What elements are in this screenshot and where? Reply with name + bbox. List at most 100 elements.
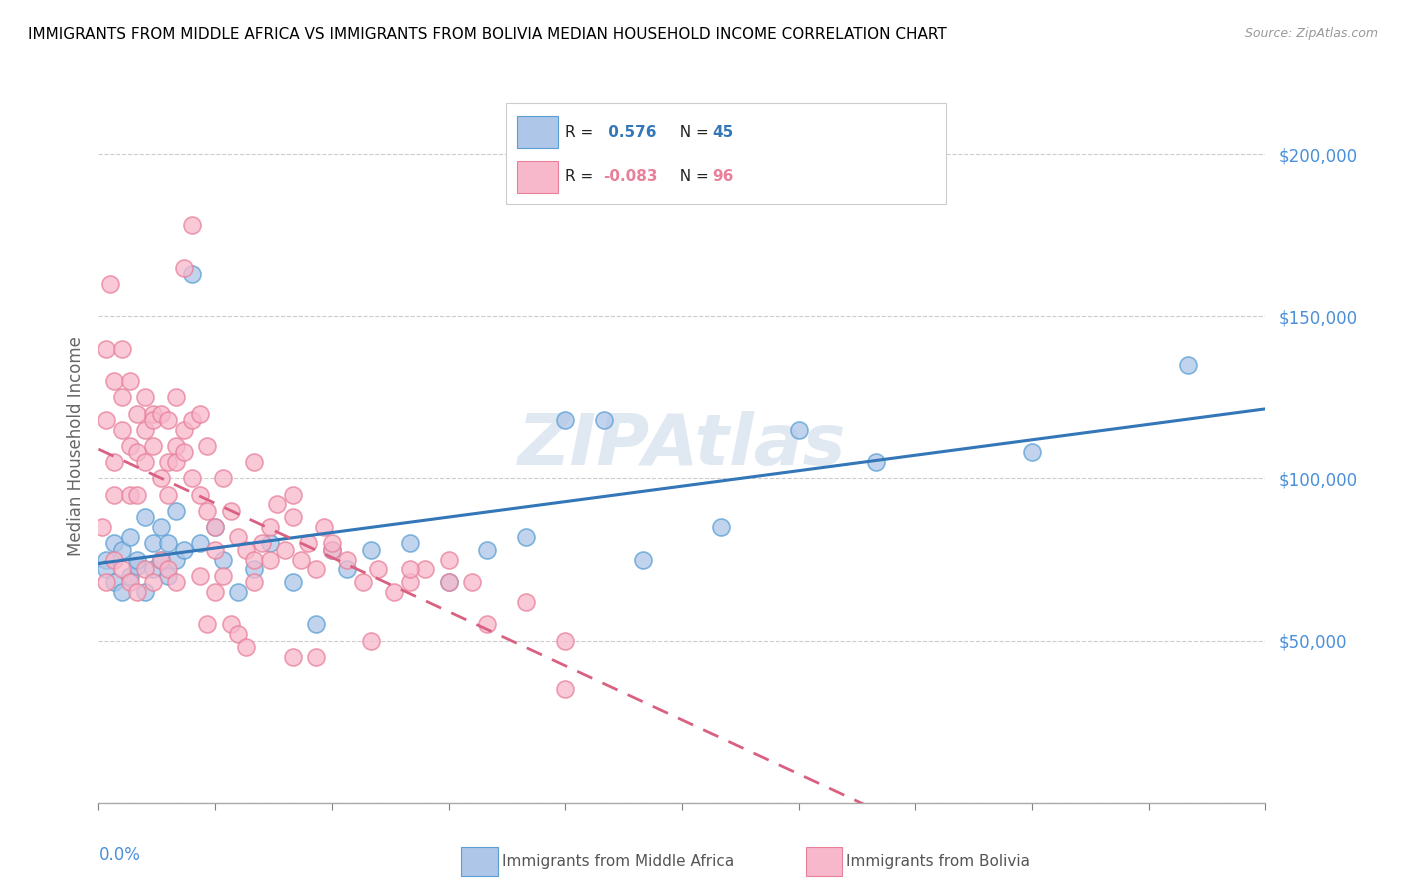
Text: N =: N = [671,125,714,139]
Point [360,633,382,648]
Point [437,552,460,566]
Point [259,536,281,550]
Point [228,585,250,599]
Point [91,520,114,534]
Point [787,423,810,437]
Point [212,568,235,582]
Point [173,260,195,275]
Point [195,439,218,453]
Point [111,585,134,599]
Point [118,439,141,453]
Point [188,536,211,550]
Point [103,488,125,502]
Point [321,542,343,557]
Point [1177,358,1199,372]
Point [180,267,202,281]
Point [118,575,141,590]
Point [336,552,359,566]
Point [1021,445,1043,459]
Point [142,407,165,421]
Point [157,562,180,576]
Point [243,552,266,566]
Point [321,536,343,550]
Point [127,407,149,421]
Point [515,595,537,609]
Point [157,455,180,469]
Point [165,504,187,518]
Point [96,342,118,356]
Point [96,552,118,566]
Point [103,575,125,590]
Point [204,520,226,534]
Point [173,423,195,437]
Text: N =: N = [671,169,714,184]
Point [631,552,654,566]
Y-axis label: Median Household Income: Median Household Income [66,336,84,556]
Point [250,536,273,550]
Point [321,542,343,557]
Point [228,627,250,641]
Point [180,219,202,233]
Text: 0.0%: 0.0% [98,846,141,863]
Point [477,542,499,557]
Point [142,575,165,590]
Point [281,488,304,502]
Point [398,575,420,590]
Point [219,617,242,632]
Point [127,488,149,502]
Point [134,585,156,599]
Point [165,552,187,566]
Point [281,510,304,524]
Point [134,455,156,469]
Point [127,445,149,459]
Point [96,413,118,427]
Point [134,423,156,437]
Point [297,536,319,550]
Point [305,617,328,632]
Point [96,562,118,576]
Text: Source: ZipAtlas.com: Source: ZipAtlas.com [1244,27,1378,40]
Point [413,562,436,576]
Point [157,536,180,550]
Point [477,617,499,632]
Text: 96: 96 [713,169,734,184]
Point [165,575,187,590]
Point [710,520,733,534]
Point [204,585,226,599]
Point [360,542,382,557]
Point [165,439,187,453]
Point [118,374,141,388]
Point [180,413,202,427]
Point [142,439,165,453]
Point [111,390,134,404]
Point [165,455,187,469]
Point [259,520,281,534]
Text: ZIPAtlas: ZIPAtlas [517,411,846,481]
Point [554,682,576,697]
Point [149,520,172,534]
Point [173,542,195,557]
Point [127,552,149,566]
Point [235,542,257,557]
Point [219,504,242,518]
Point [188,407,211,421]
Point [593,413,616,427]
Point [142,413,165,427]
Point [195,617,218,632]
Point [437,575,460,590]
Point [243,575,266,590]
Point [367,562,389,576]
Point [188,568,211,582]
Point [554,413,576,427]
Point [173,445,195,459]
Point [235,640,257,654]
Point [352,575,374,590]
Point [305,562,328,576]
Text: -0.083: -0.083 [603,169,657,184]
Point [118,530,141,544]
Point [290,552,312,566]
Point [111,423,134,437]
Point [180,471,202,485]
Text: 45: 45 [713,125,734,139]
Point [103,455,125,469]
